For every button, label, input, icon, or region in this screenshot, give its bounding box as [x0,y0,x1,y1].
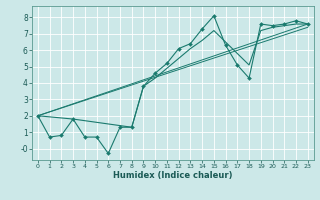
X-axis label: Humidex (Indice chaleur): Humidex (Indice chaleur) [113,171,233,180]
